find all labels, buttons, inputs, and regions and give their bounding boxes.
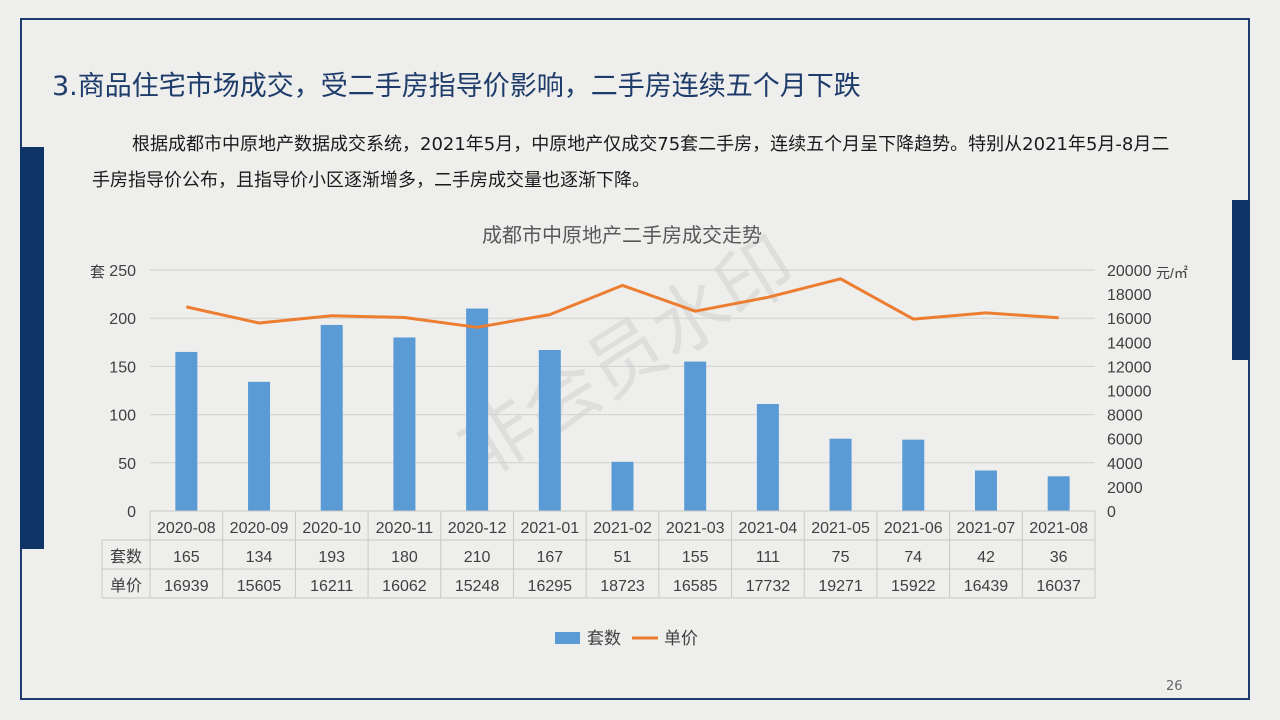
x-tick-label: 2021-02 <box>593 520 652 537</box>
legend-label-bar: 套数 <box>587 629 621 648</box>
x-tick-label: 2021-07 <box>957 520 1016 537</box>
bar <box>538 350 561 511</box>
y-tick-left: 200 <box>109 311 136 328</box>
y-tick-right: 6000 <box>1107 432 1143 449</box>
bar <box>175 351 198 511</box>
y-tick-left: 0 <box>127 504 136 521</box>
table-cell-count: 165 <box>173 549 200 566</box>
x-tick-label: 2021-04 <box>739 520 798 537</box>
x-tick-label: 2021-08 <box>1029 520 1088 537</box>
bar <box>684 361 707 511</box>
x-tick-label: 2020-10 <box>302 520 361 537</box>
left-accent-bar <box>20 147 44 549</box>
bar <box>248 381 271 511</box>
table-cell-price: 16295 <box>528 578 573 595</box>
x-tick-label: 2021-01 <box>520 520 579 537</box>
table-cell-count: 210 <box>464 549 491 566</box>
slide-paragraph: 根据成都市中原地产数据成交系统，2021年5月，中原地产仅成交75套二手房，连续… <box>92 134 1170 191</box>
x-tick-label: 2021-05 <box>811 520 870 537</box>
table-cell-count: 180 <box>391 549 418 566</box>
y-tick-right: 18000 <box>1107 287 1152 304</box>
table-cell-price: 16939 <box>164 578 209 595</box>
legend-swatch-bar <box>555 632 580 644</box>
table-row-header-count: 套数 <box>110 548 142 566</box>
y-tick-right: 4000 <box>1107 456 1143 473</box>
table-cell-price: 16062 <box>382 578 427 595</box>
table-cell-price: 18723 <box>600 578 645 595</box>
bar <box>1047 476 1070 511</box>
y-tick-right: 8000 <box>1107 408 1143 425</box>
table-cell-price: 16211 <box>310 578 353 595</box>
table-cell-count: 36 <box>1050 549 1068 566</box>
table-cell-price: 15605 <box>237 578 282 595</box>
bar <box>393 337 416 511</box>
x-tick-label: 2021-03 <box>666 520 725 537</box>
table-cell-price: 15922 <box>891 578 936 595</box>
table-cell-price: 19271 <box>818 578 863 595</box>
y-tick-left: 150 <box>109 359 136 376</box>
y-tick-right: 2000 <box>1107 480 1143 497</box>
legend-label-line: 单价 <box>664 629 698 648</box>
x-tick-label: 2020-09 <box>230 520 289 537</box>
right-accent-bar <box>1232 200 1250 360</box>
table-cell-count: 134 <box>246 549 273 566</box>
y-tick-left: 250 <box>109 263 136 280</box>
bar <box>466 308 489 511</box>
bar <box>756 403 779 511</box>
y-tick-right: 12000 <box>1107 359 1152 376</box>
table-row-header-price: 单价 <box>110 577 142 595</box>
table-cell-price: 16585 <box>673 578 718 595</box>
table-cell-count: 193 <box>318 549 345 566</box>
x-tick-label: 2020-12 <box>448 520 507 537</box>
bar <box>974 470 997 511</box>
price-line <box>185 277 1059 329</box>
y-tick-right: 14000 <box>1107 335 1152 352</box>
x-tick-label: 2021-06 <box>884 520 943 537</box>
table-cell-price: 17732 <box>746 578 791 595</box>
y-tick-right: 0 <box>1107 504 1116 521</box>
y-axis-label-right: 元/㎡ <box>1156 265 1188 281</box>
bar <box>902 439 925 511</box>
table-cell-count: 75 <box>832 549 850 566</box>
table-cell-count: 74 <box>904 549 922 566</box>
y-tick-left: 100 <box>109 408 136 425</box>
bar <box>829 438 852 511</box>
table-cell-count: 155 <box>682 549 709 566</box>
y-axis-label-left: 套 <box>90 264 105 281</box>
table-cell-price: 16037 <box>1036 578 1081 595</box>
bar <box>320 324 343 511</box>
x-tick-label: 2020-11 <box>376 520 434 537</box>
y-tick-right: 20000 <box>1107 263 1152 280</box>
slide-title: 3.商品住宅市场成交，受二手房指导价影响，二手房连续五个月下跌 <box>52 71 861 102</box>
page-number: 26 <box>1166 679 1183 694</box>
y-tick-right: 16000 <box>1107 311 1152 328</box>
bar <box>611 461 634 511</box>
y-tick-left: 50 <box>118 456 136 473</box>
table-cell-count: 167 <box>536 549 563 566</box>
table-cell-count: 51 <box>614 549 632 566</box>
x-tick-label: 2020-08 <box>157 520 216 537</box>
watermark-text: 非会员水印 <box>443 222 810 495</box>
y-tick-right: 10000 <box>1107 384 1152 401</box>
table-cell-price: 16439 <box>964 578 1009 595</box>
table-cell-price: 15248 <box>455 578 500 595</box>
chart-title: 成都市中原地产二手房成交走势 <box>482 224 762 247</box>
table-cell-count: 111 <box>756 549 780 566</box>
table-cell-count: 42 <box>977 549 995 566</box>
